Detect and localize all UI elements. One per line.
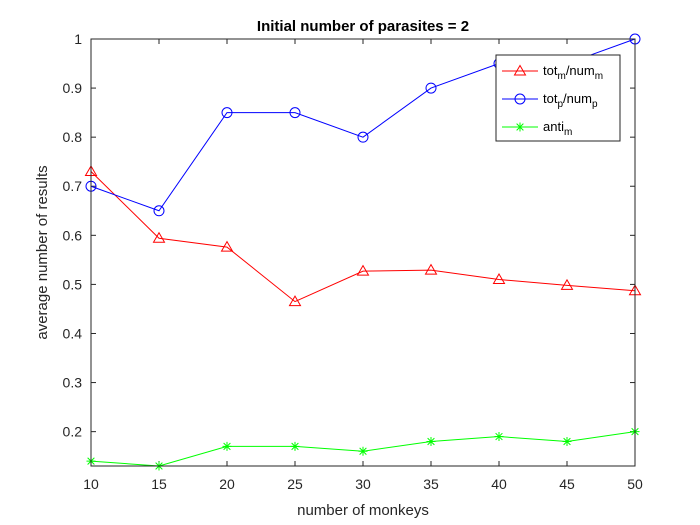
legend-entry: antim bbox=[502, 119, 572, 138]
data-point bbox=[356, 264, 370, 276]
y-axis-label: average number of results bbox=[34, 165, 51, 339]
data-point bbox=[290, 441, 300, 451]
data-point bbox=[152, 231, 166, 243]
y-tick-label: 0.5 bbox=[63, 276, 83, 292]
x-tick-label: 15 bbox=[151, 476, 167, 492]
legend-entry: totp/nump bbox=[502, 91, 598, 110]
x-tick-label: 25 bbox=[287, 476, 303, 492]
data-point bbox=[562, 436, 572, 446]
legend-entry: totm/numm bbox=[502, 63, 603, 82]
data-point bbox=[358, 446, 368, 456]
y-tick-label: 0.3 bbox=[63, 375, 83, 391]
data-point bbox=[220, 240, 234, 252]
legend-marker bbox=[513, 64, 527, 76]
data-point bbox=[153, 205, 165, 217]
x-tick-label: 10 bbox=[83, 476, 99, 492]
legend: totm/numm totp/nump antim bbox=[495, 54, 621, 142]
legend-label: antim bbox=[543, 119, 572, 138]
y-tick-label: 1 bbox=[74, 31, 82, 47]
legend-label: totp/nump bbox=[543, 91, 598, 110]
y-tick-label: 0.2 bbox=[63, 424, 83, 440]
data-point bbox=[425, 82, 437, 94]
x-axis-label: number of monkeys bbox=[297, 502, 429, 519]
axes-box bbox=[90, 38, 636, 467]
x-tick-label: 35 bbox=[423, 476, 439, 492]
ticks-layer: 10 15 20 25 30 35 40 45 50 0.2 0.3 0.4 0.5 0.6 0.7 0.8 0… bbox=[63, 31, 643, 492]
data-point bbox=[492, 272, 506, 284]
x-tick-label: 40 bbox=[491, 476, 507, 492]
x-tick-label: 20 bbox=[219, 476, 235, 492]
y-tick-label: 0.9 bbox=[63, 80, 83, 96]
data-point bbox=[560, 278, 574, 290]
data-point bbox=[288, 295, 302, 307]
x-tick-label: 45 bbox=[559, 476, 575, 492]
data-point bbox=[289, 107, 301, 119]
data-point bbox=[494, 432, 504, 442]
series-line bbox=[90, 171, 636, 303]
legend-marker bbox=[514, 93, 526, 105]
x-tick-label: 30 bbox=[355, 476, 371, 492]
legend-marker bbox=[515, 122, 525, 132]
x-tick-label: 50 bbox=[627, 476, 643, 492]
data-point bbox=[357, 131, 369, 143]
data-point bbox=[424, 263, 438, 275]
y-tick-label: 0.6 bbox=[63, 227, 83, 243]
chart-title: Initial number of parasites = 2 bbox=[257, 18, 469, 35]
data-point bbox=[426, 436, 436, 446]
y-tick-label: 0.8 bbox=[63, 129, 83, 145]
data-point bbox=[221, 107, 233, 119]
y-tick-label: 0.4 bbox=[63, 325, 83, 341]
data-point bbox=[222, 441, 232, 451]
y-tick-label: 0.7 bbox=[63, 178, 83, 194]
legend-label: totm/numm bbox=[543, 63, 603, 82]
